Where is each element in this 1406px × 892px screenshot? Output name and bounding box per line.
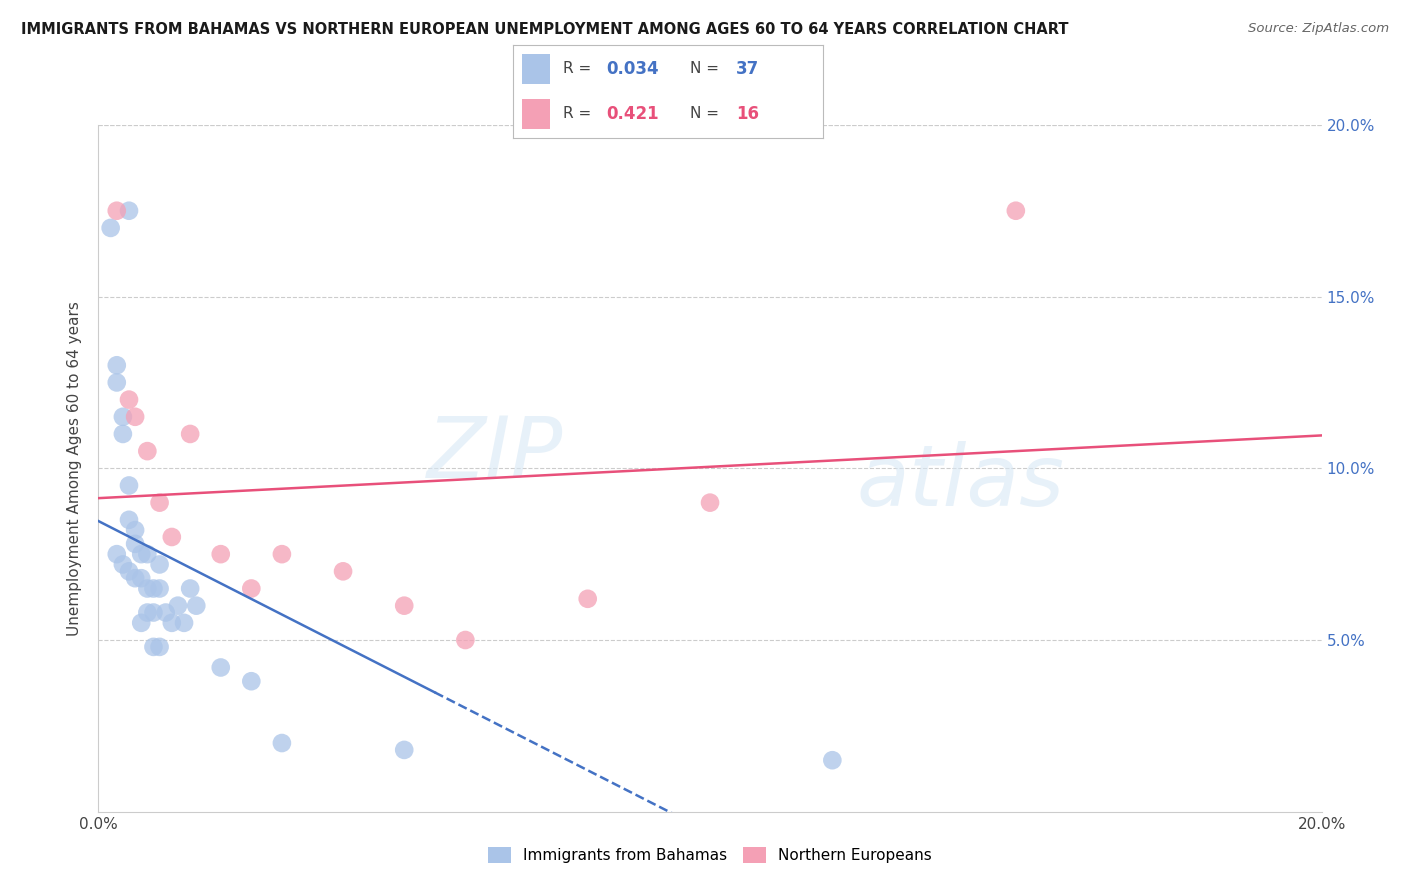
Text: R =: R = [562, 106, 591, 121]
Text: atlas: atlas [856, 441, 1064, 524]
Point [118, 513, 141, 527]
Point [209, 547, 232, 561]
Point [149, 558, 172, 572]
Point [209, 660, 232, 674]
Point [179, 582, 201, 596]
Point [124, 571, 146, 585]
Point [160, 615, 183, 630]
Point [105, 203, 128, 218]
Point [136, 444, 159, 458]
Point [129, 547, 152, 561]
Point [105, 376, 128, 390]
Point [454, 633, 477, 648]
Point [100, 220, 122, 235]
Text: 16: 16 [735, 105, 759, 123]
Text: 0.034: 0.034 [606, 60, 658, 78]
Text: R =: R = [562, 62, 591, 77]
Point [129, 571, 152, 585]
Point [142, 640, 165, 654]
Point [136, 547, 159, 561]
Point [270, 547, 292, 561]
Point [111, 409, 134, 424]
Point [240, 582, 263, 596]
Point [124, 523, 146, 537]
Point [270, 736, 292, 750]
Point [111, 426, 134, 441]
Point [576, 591, 599, 606]
Point [821, 753, 844, 767]
Point [392, 599, 416, 613]
Point [118, 478, 141, 492]
Point [392, 743, 416, 757]
Point [136, 582, 159, 596]
Point [142, 606, 165, 620]
Point [105, 358, 128, 373]
Point [129, 615, 152, 630]
Text: 0.421: 0.421 [606, 105, 658, 123]
FancyBboxPatch shape [523, 99, 550, 129]
Text: 37: 37 [735, 60, 759, 78]
Point [155, 606, 177, 620]
Point [240, 674, 263, 689]
Point [124, 537, 146, 551]
Point [179, 426, 201, 441]
Legend: Immigrants from Bahamas, Northern Europeans: Immigrants from Bahamas, Northern Europe… [482, 841, 938, 870]
Y-axis label: Unemployment Among Ages 60 to 64 years: Unemployment Among Ages 60 to 64 years [67, 301, 83, 636]
Point [111, 558, 134, 572]
Point [142, 582, 165, 596]
Text: IMMIGRANTS FROM BAHAMAS VS NORTHERN EUROPEAN UNEMPLOYMENT AMONG AGES 60 TO 64 YE: IMMIGRANTS FROM BAHAMAS VS NORTHERN EURO… [21, 22, 1069, 37]
Point [167, 599, 190, 613]
Point [118, 392, 141, 407]
Point [173, 615, 195, 630]
Point [1004, 203, 1026, 218]
Text: Source: ZipAtlas.com: Source: ZipAtlas.com [1249, 22, 1389, 36]
Point [160, 530, 183, 544]
Point [118, 564, 141, 578]
Text: N =: N = [689, 106, 718, 121]
Text: N =: N = [689, 62, 718, 77]
Point [124, 409, 146, 424]
Text: ZIP: ZIP [427, 413, 564, 496]
Point [105, 547, 128, 561]
Point [149, 495, 172, 509]
Point [186, 599, 208, 613]
Point [699, 495, 721, 509]
Point [149, 582, 172, 596]
Point [118, 203, 141, 218]
FancyBboxPatch shape [523, 54, 550, 84]
Point [332, 564, 354, 578]
Point [136, 606, 159, 620]
Point [149, 640, 172, 654]
